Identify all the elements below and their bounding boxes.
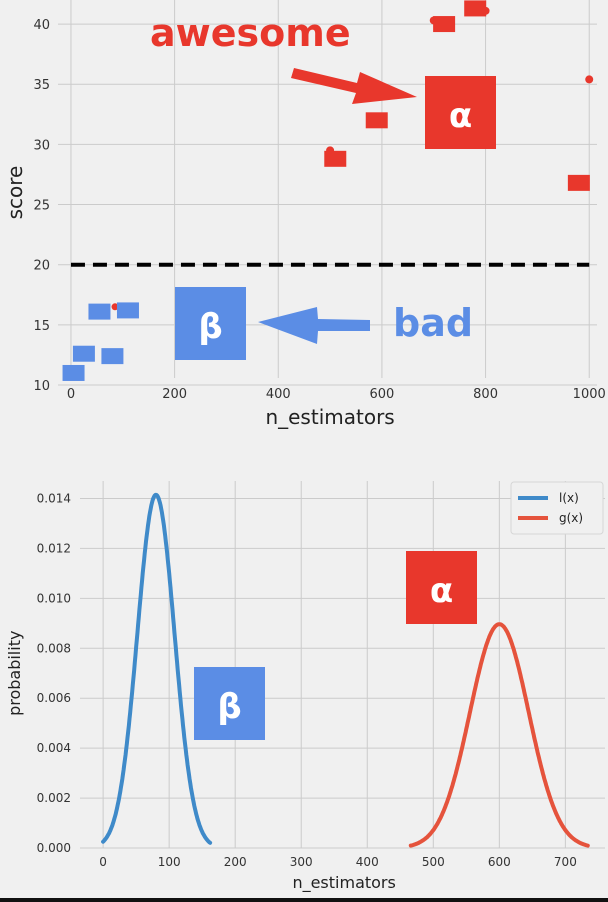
legend-label: g(x) (559, 511, 583, 525)
awesome-label: awesome (150, 11, 351, 55)
bad-points (62, 302, 139, 381)
top-y-tick-label: 15 (33, 319, 50, 334)
bottom-x-tick-label: 500 (422, 855, 445, 869)
awesome-arrow (291, 68, 417, 104)
top-y-tick-label: 20 (33, 259, 50, 274)
beta-label-top: β (198, 307, 222, 347)
beta-label-bottom: β (217, 687, 241, 727)
good-point-marker (464, 0, 487, 17)
good-point-marker (433, 16, 456, 33)
series-g-line (408, 622, 590, 848)
legend-label: l(x) (559, 491, 579, 505)
bottom-x-tick-label: 200 (224, 855, 247, 869)
top-y-tick-label: 30 (33, 138, 50, 153)
top-x-tick-label: 400 (266, 387, 291, 402)
top-x-tick-label: 600 (370, 387, 395, 402)
alpha-label-top: α (449, 96, 472, 136)
top-y-tick-label: 25 (33, 199, 50, 214)
top-y-tick-label: 40 (33, 18, 50, 33)
bottom-y-tick-label: 0.008 (37, 641, 71, 655)
bottom-x-tick-label: 0 (99, 855, 107, 869)
bad-point-marker (101, 348, 124, 365)
bad-label: bad (393, 301, 473, 345)
bottom-x-tick-label: 400 (356, 855, 379, 869)
top-x-tick-label: 1000 (573, 387, 606, 402)
good-point-marker (365, 112, 388, 129)
bottom-y-tick-label: 0.012 (37, 541, 71, 555)
bad-point-marker (88, 303, 111, 320)
good-points (324, 0, 594, 191)
top-y-axis-label: score (3, 166, 27, 220)
bad-point-dot (111, 303, 119, 311)
bottom-y-tick-label: 0.010 (37, 591, 71, 605)
bottom-y-tick-label: 0.006 (37, 691, 71, 705)
top-x-tick-label: 0 (67, 387, 75, 402)
bad-point-marker (116, 302, 139, 319)
top-x-axis-label: n_estimators (265, 405, 394, 429)
beta-box-bottom (194, 667, 265, 740)
alpha-box-top (425, 76, 496, 149)
bottom-y-axis-label: probability (5, 631, 24, 716)
good-point-dot (585, 75, 594, 84)
bottom-y-tick-label: 0.002 (37, 791, 71, 805)
top-x-tick-label: 800 (473, 387, 498, 402)
bad-point-marker (62, 364, 85, 381)
alpha-box-bottom (406, 551, 477, 624)
legend-box (510, 481, 604, 535)
bad-arrow (258, 307, 370, 344)
bottom-y-tick-label: 0.014 (37, 491, 71, 505)
good-point-marker (567, 174, 590, 191)
bad-point-marker (72, 345, 95, 362)
top-x-tick-label: 200 (162, 387, 187, 402)
bottom-x-tick-label: 700 (554, 855, 577, 869)
bottom-grid (80, 481, 605, 849)
alpha-label-bottom: α (430, 571, 453, 611)
bottom-x-tick-label: 100 (158, 855, 181, 869)
bottom-density-chart: 0 100 200 300 400 500 600 700 0.000 0.002 0.004 0.0… (5, 481, 605, 893)
series-l-line (101, 492, 213, 845)
bottom-x-tick-label: 300 (290, 855, 313, 869)
top-scatter-chart: 0 200 400 600 800 1000 10 15 20 25 30 35 40 n_estimat… (3, 0, 606, 429)
top-y-tick-label: 35 (33, 78, 50, 93)
bottom-y-tick-label: 0.000 (37, 841, 71, 855)
good-point-dot (481, 6, 490, 15)
legend: l(x) g(x) (510, 481, 604, 535)
top-y-tick-label: 10 (33, 379, 50, 394)
bottom-y-tick-label: 0.004 (37, 741, 71, 755)
good-point-marker (324, 150, 347, 167)
bottom-x-tick-label: 600 (488, 855, 511, 869)
bottom-x-axis-label: n_estimators (292, 873, 395, 893)
beta-box-top (175, 287, 246, 360)
bottom-border (0, 898, 608, 902)
